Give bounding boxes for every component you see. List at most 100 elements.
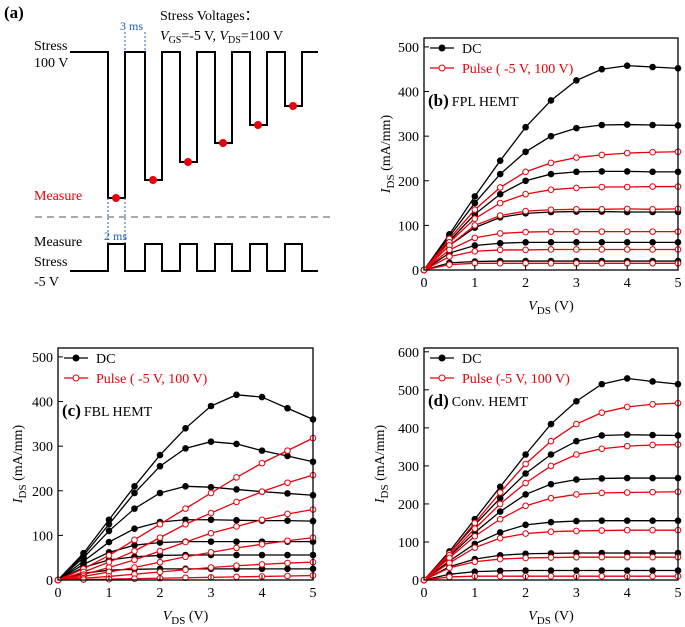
point: [623, 517, 631, 524]
point: [649, 488, 656, 496]
y-tick-label: 600: [398, 346, 419, 361]
gate-waveform: [70, 243, 318, 272]
label-part: (V): [551, 299, 574, 314]
point: [598, 445, 606, 453]
point: [522, 246, 529, 254]
point: [522, 554, 529, 562]
point: [547, 159, 555, 167]
point: [547, 494, 555, 502]
legend-label: Pulse (-5 V, 100 V): [462, 372, 570, 387]
point: [522, 530, 529, 537]
point: [522, 502, 529, 510]
point: [496, 515, 504, 523]
point: [547, 528, 555, 535]
y-tick-label: 0: [46, 574, 53, 589]
point: [496, 555, 504, 563]
point: [547, 518, 555, 526]
label-part: I: [379, 187, 394, 194]
point: [547, 462, 555, 470]
x-tick-label: 4: [624, 276, 631, 291]
label-part: DS: [171, 615, 185, 627]
point: [207, 438, 215, 445]
point: [522, 479, 529, 487]
point: [156, 558, 164, 566]
point: [471, 206, 479, 214]
point: [131, 541, 138, 549]
point: [471, 193, 479, 200]
point: [156, 462, 164, 470]
point: [598, 239, 606, 246]
point: [182, 505, 189, 512]
legend-label: Pulse ( -5 V, 100 V): [96, 372, 208, 387]
x-tick-label: 1: [471, 586, 478, 601]
label-part: DS: [379, 484, 391, 498]
y-tick-label: 400: [398, 86, 419, 101]
plot-frame: [423, 37, 679, 271]
point: [573, 184, 580, 192]
y-tick-label: 300: [32, 440, 53, 455]
legend-marker: [438, 354, 446, 362]
point: [284, 447, 291, 454]
y-tick-label: 400: [398, 422, 419, 437]
point: [496, 230, 504, 237]
point: [258, 488, 266, 495]
plot: [420, 375, 682, 584]
point: [522, 177, 529, 185]
interval-label: 2 ms: [104, 229, 127, 243]
point: [598, 183, 606, 191]
point: [573, 567, 580, 574]
point: [573, 527, 580, 535]
stress-label: 100 V: [34, 56, 68, 71]
point: [471, 525, 479, 532]
point: [182, 445, 189, 452]
point: [547, 170, 555, 178]
point: [105, 538, 113, 546]
x-tick-label: 3: [208, 586, 215, 601]
point: [547, 206, 555, 214]
point: [471, 234, 479, 242]
point: [547, 260, 555, 267]
point: [258, 447, 266, 454]
point: [182, 538, 189, 546]
point: [233, 538, 240, 545]
point: [522, 168, 529, 176]
point: [573, 397, 580, 405]
y-tick-label: 400: [32, 396, 53, 411]
point: [258, 551, 266, 559]
x-axis-label: VDS (V): [528, 299, 574, 317]
point: [284, 572, 291, 580]
point: [207, 549, 215, 556]
point: [598, 151, 606, 159]
point: [623, 442, 631, 450]
label-part: V: [528, 609, 538, 624]
point: [598, 567, 606, 574]
point: [284, 490, 291, 497]
point: [573, 154, 580, 161]
point: [573, 77, 580, 84]
panel-label: (c): [62, 401, 81, 420]
point: [649, 474, 656, 482]
point: [233, 573, 240, 581]
point: [547, 239, 555, 246]
y-tick-label: 200: [32, 485, 53, 500]
point: [649, 121, 656, 129]
point: [623, 183, 631, 191]
point: [598, 121, 606, 129]
point: [233, 391, 240, 399]
point: [471, 558, 479, 566]
annotation: (d) Conv. HEMT: [428, 391, 528, 410]
point: [471, 242, 479, 249]
panel-label: (d): [428, 391, 449, 410]
x-tick-label: 4: [624, 586, 631, 601]
point: [233, 562, 240, 570]
y-tick-label: 500: [398, 384, 419, 399]
point: [547, 246, 555, 253]
label-part: (V): [551, 609, 574, 624]
point: [496, 246, 504, 254]
point: [233, 474, 240, 481]
point: [598, 65, 606, 73]
point: [623, 62, 631, 69]
y-tick-label: 100: [398, 219, 419, 234]
legend-marker: [72, 374, 80, 382]
